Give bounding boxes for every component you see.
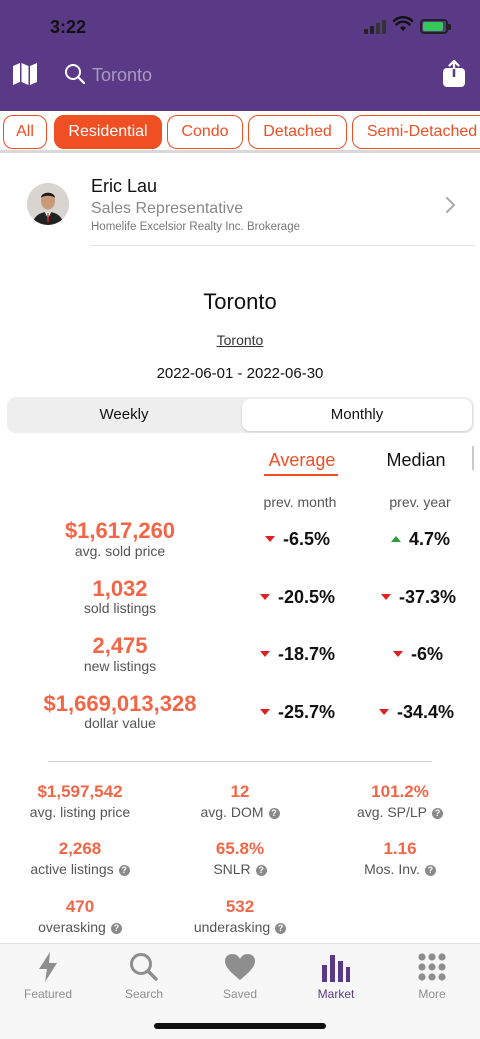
tab-average[interactable]: Average xyxy=(268,450,336,470)
lightning-icon xyxy=(39,952,57,982)
home-indicator xyxy=(154,1023,326,1029)
filter-chips: All Residential Condo Detached Semi-Deta… xyxy=(0,111,480,153)
chip-condo[interactable]: Condo xyxy=(167,115,243,149)
chip-all[interactable]: All xyxy=(3,115,47,149)
metric-label: Mos. Inv.? xyxy=(320,861,480,877)
divider xyxy=(91,245,475,246)
wifi-icon xyxy=(393,16,413,31)
help-icon[interactable]: ? xyxy=(268,808,280,819)
stat-label: dollar value xyxy=(84,715,156,731)
metric-value: 101.2% xyxy=(371,782,429,801)
share-icon[interactable] xyxy=(441,60,467,88)
nav-market[interactable]: Market xyxy=(288,950,384,1001)
stat-value: $1,669,013,328 xyxy=(43,691,197,716)
help-icon[interactable]: ? xyxy=(118,865,130,876)
down-arrow-icon xyxy=(393,651,403,657)
help-icon[interactable]: ? xyxy=(110,923,122,934)
heart-icon xyxy=(225,954,255,980)
avatar xyxy=(27,183,69,225)
nav-featured[interactable]: Featured xyxy=(0,950,96,1001)
tab-average-underline xyxy=(264,474,338,476)
stat-value: 2,475 xyxy=(92,633,148,658)
agent-name: Eric Lau xyxy=(91,176,158,196)
agent-card[interactable]: Eric Lau Sales Representative Homelife E… xyxy=(0,168,480,246)
page-title: Toronto xyxy=(203,289,277,314)
help-icon[interactable]: ? xyxy=(255,865,267,876)
stat-prev-year: -6% xyxy=(393,644,443,665)
metric-label: avg. DOM? xyxy=(160,804,320,820)
map-icon[interactable] xyxy=(12,62,38,86)
metric-value: 12 xyxy=(230,782,250,801)
stat-prev-month: -6.5% xyxy=(265,529,330,550)
down-arrow-icon xyxy=(381,594,391,600)
help-icon[interactable]: ? xyxy=(275,923,287,934)
down-arrow-icon xyxy=(379,709,389,715)
up-arrow-icon xyxy=(391,536,401,542)
tab-weekly[interactable]: Weekly xyxy=(99,406,149,423)
stat-label: sold listings xyxy=(83,600,157,616)
chip-semi-detached[interactable]: Semi-Detached xyxy=(352,115,480,149)
metric-value: 470 xyxy=(65,897,95,916)
agent-brokerage: Homelife Excelsior Realty Inc. Brokerage xyxy=(91,221,300,233)
stat-prev-year: -37.3% xyxy=(381,587,456,608)
stat-label: avg. sold price xyxy=(74,543,166,559)
nav-search[interactable]: Search xyxy=(96,950,192,1001)
col-prev-year: prev. year xyxy=(389,494,451,510)
agent-photo xyxy=(27,183,69,225)
city-link[interactable]: Toronto xyxy=(216,332,264,348)
search-input[interactable] xyxy=(92,62,412,88)
chip-residential[interactable]: Residential xyxy=(54,115,162,149)
help-icon[interactable]: ? xyxy=(432,808,444,819)
metric-value: 65.8% xyxy=(215,839,265,858)
bar-chart-icon xyxy=(322,955,350,982)
tab-monthly[interactable]: Monthly xyxy=(242,399,472,431)
tab-median[interactable]: Median xyxy=(386,450,446,470)
stat-prev-month: -18.7% xyxy=(260,644,335,665)
metric-label: avg. listing price xyxy=(29,804,131,820)
stat-label: new listings xyxy=(83,658,157,674)
nav-more[interactable]: More xyxy=(384,950,480,1001)
metric-label: underasking? xyxy=(160,919,320,935)
metric-label: active listings? xyxy=(0,861,160,877)
metric-value: $1,597,542 xyxy=(37,782,123,801)
metric-label: overasking? xyxy=(0,919,160,935)
stat-value: 1,032 xyxy=(92,576,148,601)
status-time: 3:22 xyxy=(50,17,87,37)
search-icon xyxy=(65,64,86,85)
battery-icon xyxy=(420,19,451,34)
stat-prev-month: -20.5% xyxy=(260,587,335,608)
grid-dots-icon xyxy=(418,953,446,981)
agent-title: Sales Representative xyxy=(91,200,244,217)
signal-icon xyxy=(364,20,386,34)
period-toggle: Weekly Monthly xyxy=(7,397,474,433)
down-arrow-icon xyxy=(260,651,270,657)
stat-prev-month: -25.7% xyxy=(260,702,335,723)
stat-value: $1,617,260 xyxy=(64,518,176,543)
metric-value: 2,268 xyxy=(58,839,102,858)
down-arrow-icon xyxy=(260,594,270,600)
down-arrow-icon xyxy=(260,709,270,715)
divider xyxy=(48,761,432,762)
nav-saved[interactable]: Saved xyxy=(192,950,288,1001)
help-icon[interactable]: ? xyxy=(424,865,436,876)
chevron-right-icon xyxy=(446,197,456,213)
down-arrow-icon xyxy=(265,536,275,542)
metric-label: SNLR? xyxy=(160,861,320,877)
metric-value: 1.16 xyxy=(383,839,417,858)
col-prev-month: prev. month xyxy=(263,494,337,510)
date-range: 2022-06-01 - 2022-06-30 xyxy=(156,365,324,382)
metric-label: avg. SP/LP? xyxy=(320,804,480,820)
app-header: 3:22 xyxy=(0,0,480,111)
metric-value: 532 xyxy=(225,897,255,916)
chip-detached[interactable]: Detached xyxy=(248,115,347,149)
scroll-indicator xyxy=(472,446,474,470)
stat-prev-year: 4.7% xyxy=(391,529,450,550)
stat-prev-year: -34.4% xyxy=(379,702,454,723)
search-icon xyxy=(130,953,158,981)
